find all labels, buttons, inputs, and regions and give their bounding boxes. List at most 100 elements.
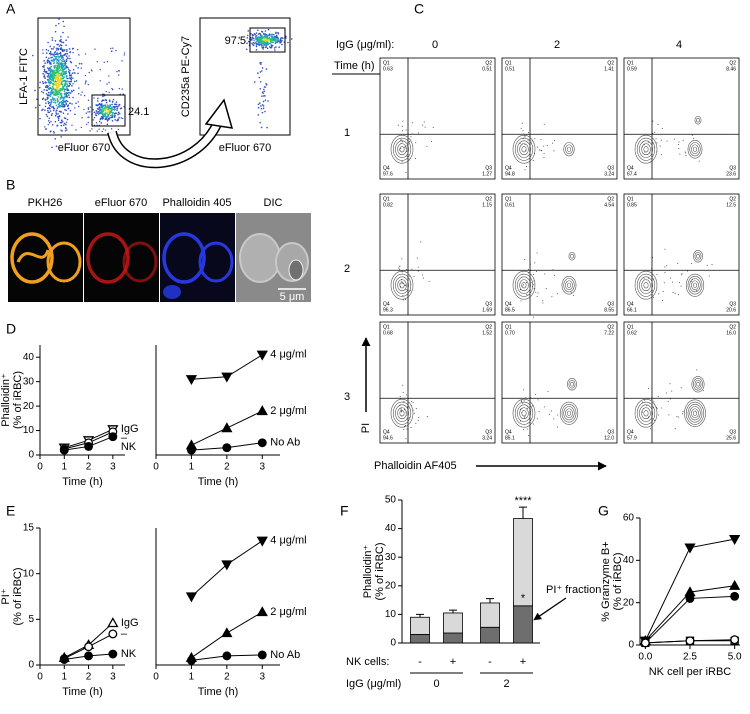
event-dot [256,40,258,43]
event-dot [525,165,527,167]
event-dot [65,64,67,67]
event-dot [49,76,52,79]
event-dot [58,66,61,68]
marker [729,579,741,590]
event-dot [50,100,53,102]
event-dot [43,68,46,71]
event-dot [112,98,115,101]
contour [696,253,700,259]
event-dot [264,95,266,97]
event-dot [56,86,58,89]
event-dot [402,299,404,301]
event-dot [53,132,55,134]
event-dot [62,68,65,71]
event-dot [52,109,55,112]
bar-segment [410,616,430,635]
event-dot [262,40,265,43]
event-dot [542,300,544,302]
event-dot [50,74,53,77]
event-dot [62,100,65,103]
event-dot [257,39,260,41]
event-dot [413,276,415,278]
column-header: IgG (μg/ml): [336,39,394,51]
contour [397,407,407,420]
event-dot [260,70,263,72]
event-dot [536,146,538,148]
event-dot [65,123,67,126]
event-dot [673,138,675,140]
event-dot [677,294,679,296]
x-axis-label: Phalloidin AF405 [374,460,457,472]
event-dot [58,75,61,77]
arrow-body [108,120,222,167]
event-dot [43,74,46,76]
event-dot [432,126,434,128]
row-header: Time (h) [334,60,375,72]
event-dot [57,55,59,58]
event-dot [401,411,403,413]
event-dot [265,46,267,49]
event-dot [72,47,74,50]
event-dot [269,37,271,40]
event-dot [543,152,545,154]
event-dot [99,68,101,71]
event-dot [114,119,117,121]
event-dot [524,169,526,171]
event-dot [271,37,273,40]
event-dot [98,128,100,130]
contour [641,407,651,420]
event-dot [61,95,63,98]
event-dot [272,33,275,36]
event-dot [664,271,666,273]
quadrant-name: Q2 [729,324,736,330]
series-label: 2 μg/ml [270,606,306,618]
event-dot [279,39,282,42]
event-dot [83,108,85,111]
event-dot [48,94,50,97]
contour [563,406,575,421]
event-dot [702,390,704,392]
event-dot [43,64,45,67]
event-dot [50,106,53,108]
event-dot [81,91,83,93]
event-dot [65,75,68,78]
contour [693,378,703,391]
contour [636,137,656,161]
event-dot [65,60,68,63]
marker [257,438,267,448]
quadrant-value: 3.24 [482,435,492,441]
event-dot [53,75,55,77]
event-dot [60,101,63,103]
event-dot [65,39,67,42]
event-dot [111,106,113,108]
event-dot [68,48,71,50]
event-dot [61,55,64,57]
cell [288,259,304,281]
event-dot [247,40,250,43]
time-level: 1 [344,127,350,139]
quadrant-name: Q3 [729,429,736,435]
series-label: No Ab [270,437,300,449]
event-dot [63,96,65,98]
marker [84,651,94,661]
event-dot [44,128,47,130]
event-dot [56,60,58,62]
event-dot [66,77,68,80]
event-dot [538,411,540,413]
event-dot [54,55,57,58]
micrograph [84,213,159,302]
event-dot [48,119,50,122]
event-dot [62,124,65,126]
event-dot [44,99,47,101]
event-dot [108,75,110,77]
contour [521,410,527,417]
event-dot [72,96,74,99]
cell [122,241,158,283]
panel-label: A [6,1,16,17]
event-dot [63,92,66,95]
event-dot [65,94,68,97]
event-dot [106,104,109,106]
